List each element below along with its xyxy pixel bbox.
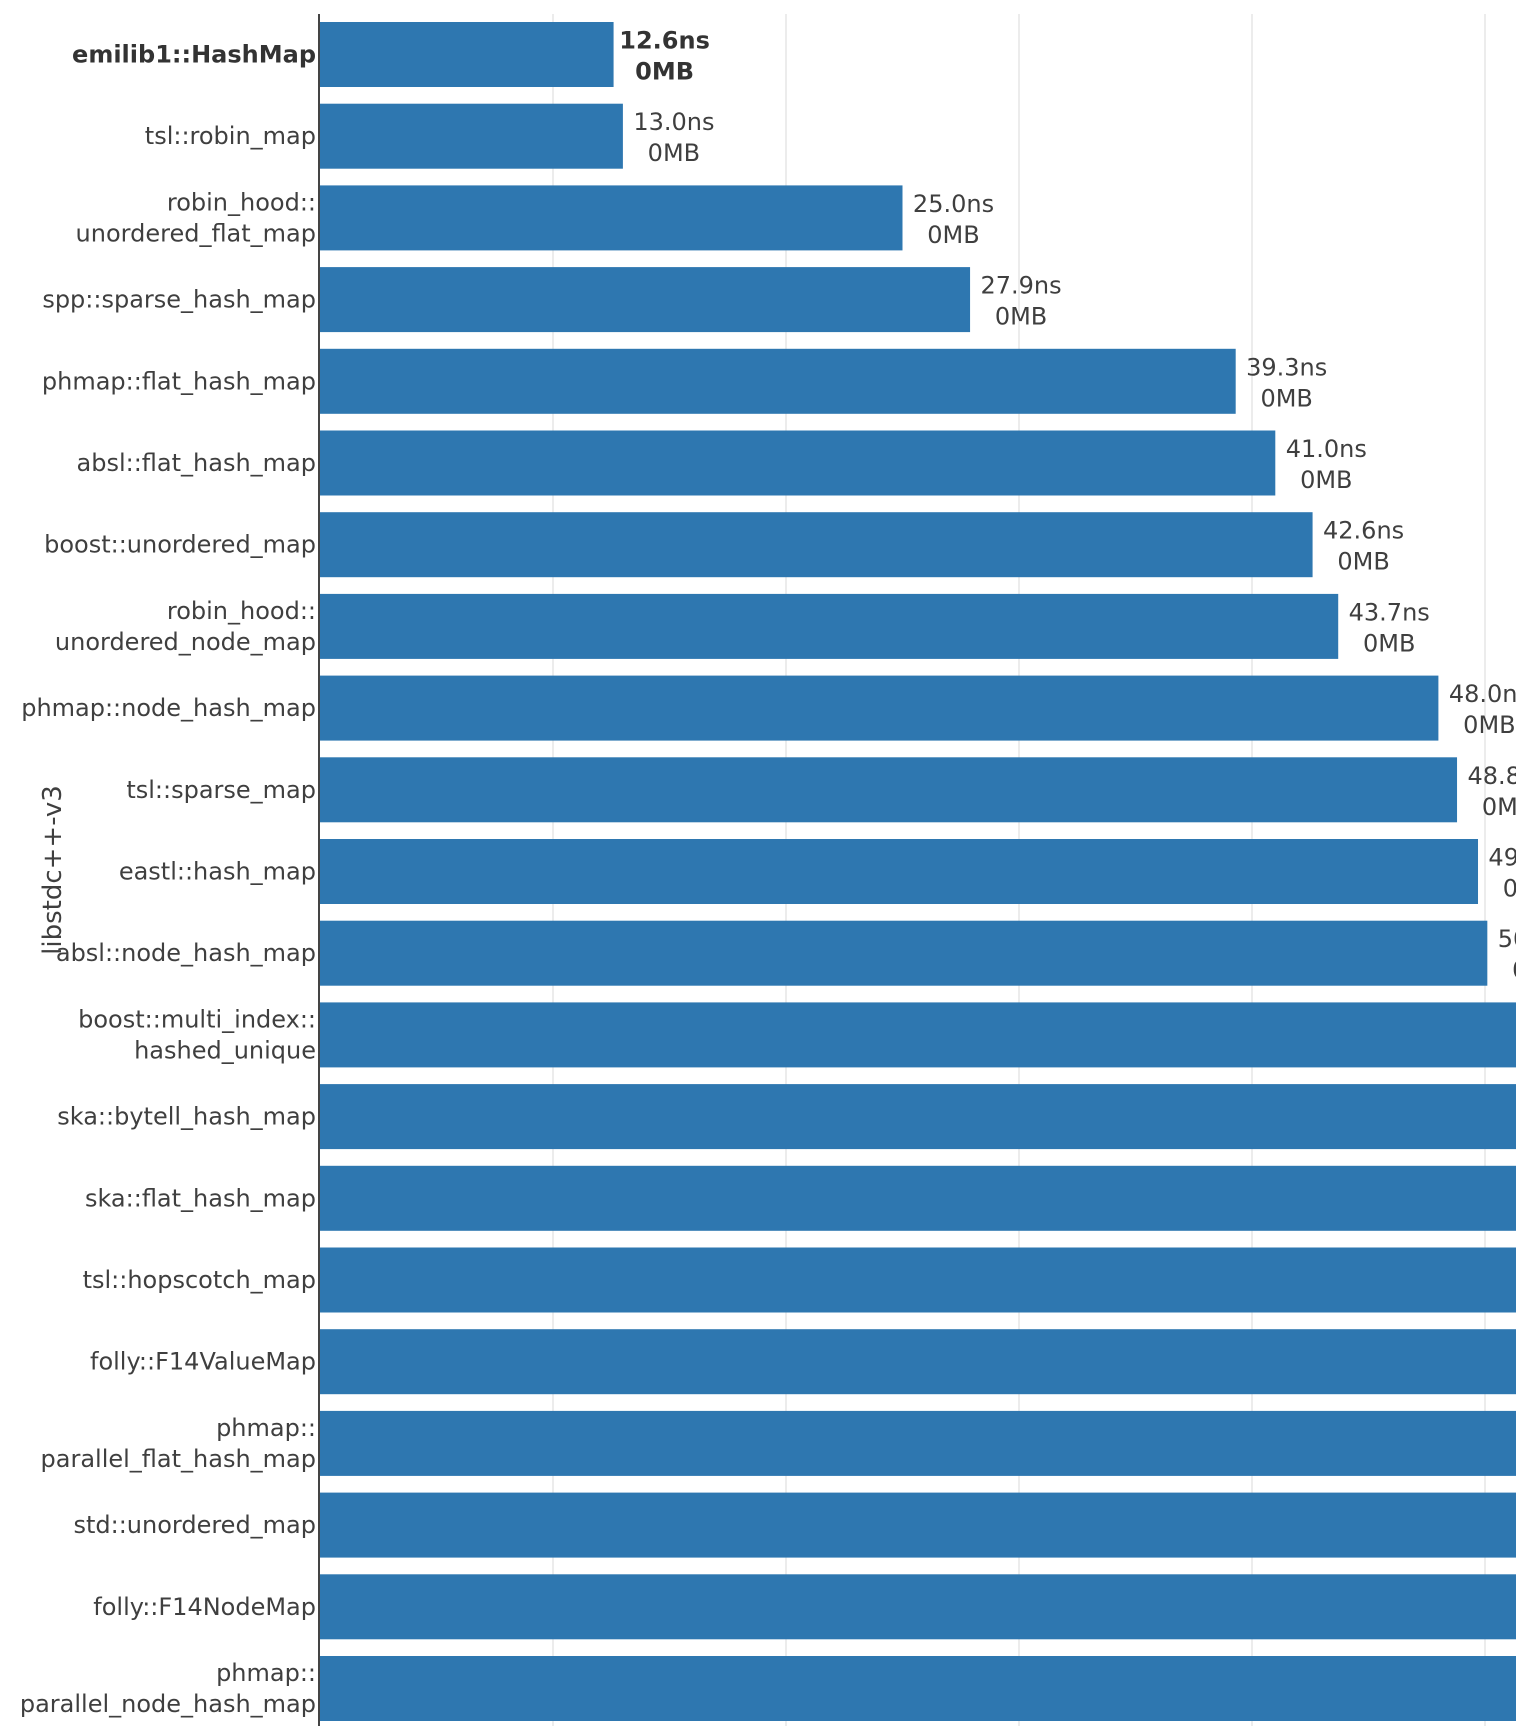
memory-label: 0MB [927,221,979,249]
memory-label: 0MB [995,303,1047,331]
bar [320,1002,1516,1068]
memory-label: 0MB [1503,875,1516,903]
memory-label: 0MB [1260,384,1312,412]
bar [320,185,903,251]
category-label: ska::bytell_hash_map [57,1103,316,1131]
category-label: spp::sparse_hash_map [42,286,316,314]
time-label: 27.9ns [980,272,1061,300]
time-label: 43.7ns [1349,598,1430,626]
category-label: boost::multi_index:: [78,1005,316,1033]
category-label: boost::unordered_map [44,531,316,559]
bar [320,22,614,87]
category-label: eastl::hash_map [119,858,316,886]
category-label: phmap:: [216,1659,316,1687]
category-label: folly::F14NodeMap [93,1593,316,1621]
bar [320,675,1439,741]
memory-label: 0MB [648,139,700,167]
bars [320,22,1516,1721]
bar [320,757,1458,823]
category-label: absl::flat_hash_map [77,449,316,477]
category-label: phmap:: [216,1414,316,1442]
time-label: 48.0ns [1449,680,1516,708]
bar [320,348,1236,414]
time-label: 50.1ns [1498,925,1516,953]
group-axis-title: libstdc++-v3 [38,785,68,955]
bar [320,103,623,169]
bar [320,1656,1516,1721]
time-label: 49.7ns [1488,844,1516,872]
category-label: tsl::robin_map [145,122,316,150]
category-label: absl::node_hash_map [56,939,316,967]
time-label: 41.0ns [1286,435,1367,463]
category-label: unordered_flat_map [76,219,316,247]
bar [320,1165,1516,1231]
memory-label: 0MB [1363,629,1415,657]
memory-label: 0MB [635,58,694,86]
memory-label: 0MB [1337,548,1389,576]
time-label: 48.8ns [1467,762,1516,790]
category-label: tsl::hopscotch_map [83,1266,316,1294]
category-label: robin_hood:: [167,597,316,625]
memory-label: 0MB [1482,793,1516,821]
category-label: std::unordered_map [73,1511,316,1539]
time-label: 42.6ns [1323,517,1404,545]
category-label: emilib1::HashMap [72,41,316,69]
category-label: unordered_node_map [55,628,316,656]
time-label: 12.6ns [619,27,710,55]
category-label: robin_hood:: [167,188,316,216]
bar [320,1247,1516,1313]
category-label: folly::F14ValueMap [90,1348,316,1376]
bar [320,512,1313,578]
category-labels: emilib1::HashMaptsl::robin_maprobin_hood… [20,41,316,1719]
bar [320,1410,1516,1476]
bar [320,1084,1516,1150]
bar [320,1574,1516,1640]
time-label: 13.0ns [633,108,714,136]
bar [320,1492,1516,1558]
memory-label: 0MB [1300,466,1352,494]
category-label: phmap::flat_hash_map [42,367,316,395]
data-labels: 12.6ns0MB13.0ns0MB25.0ns0MB27.9ns0MB39.3… [619,27,1516,985]
category-label: phmap::node_hash_map [21,694,316,722]
bar [320,593,1339,659]
memory-label: 0MB [1512,956,1516,984]
bar [320,920,1488,986]
memory-label: 0MB [1463,711,1515,739]
bar [320,267,971,333]
category-label: tsl::sparse_map [126,776,316,804]
bar [320,1329,1516,1395]
time-label: 39.3ns [1246,353,1327,381]
category-label: hashed_unique [134,1036,316,1064]
category-label: parallel_flat_hash_map [41,1445,316,1473]
bar [320,839,1479,904]
category-label: parallel_node_hash_map [20,1690,316,1718]
time-label: 25.0ns [913,190,994,218]
category-label: ska::flat_hash_map [85,1184,316,1212]
bar [320,430,1276,496]
